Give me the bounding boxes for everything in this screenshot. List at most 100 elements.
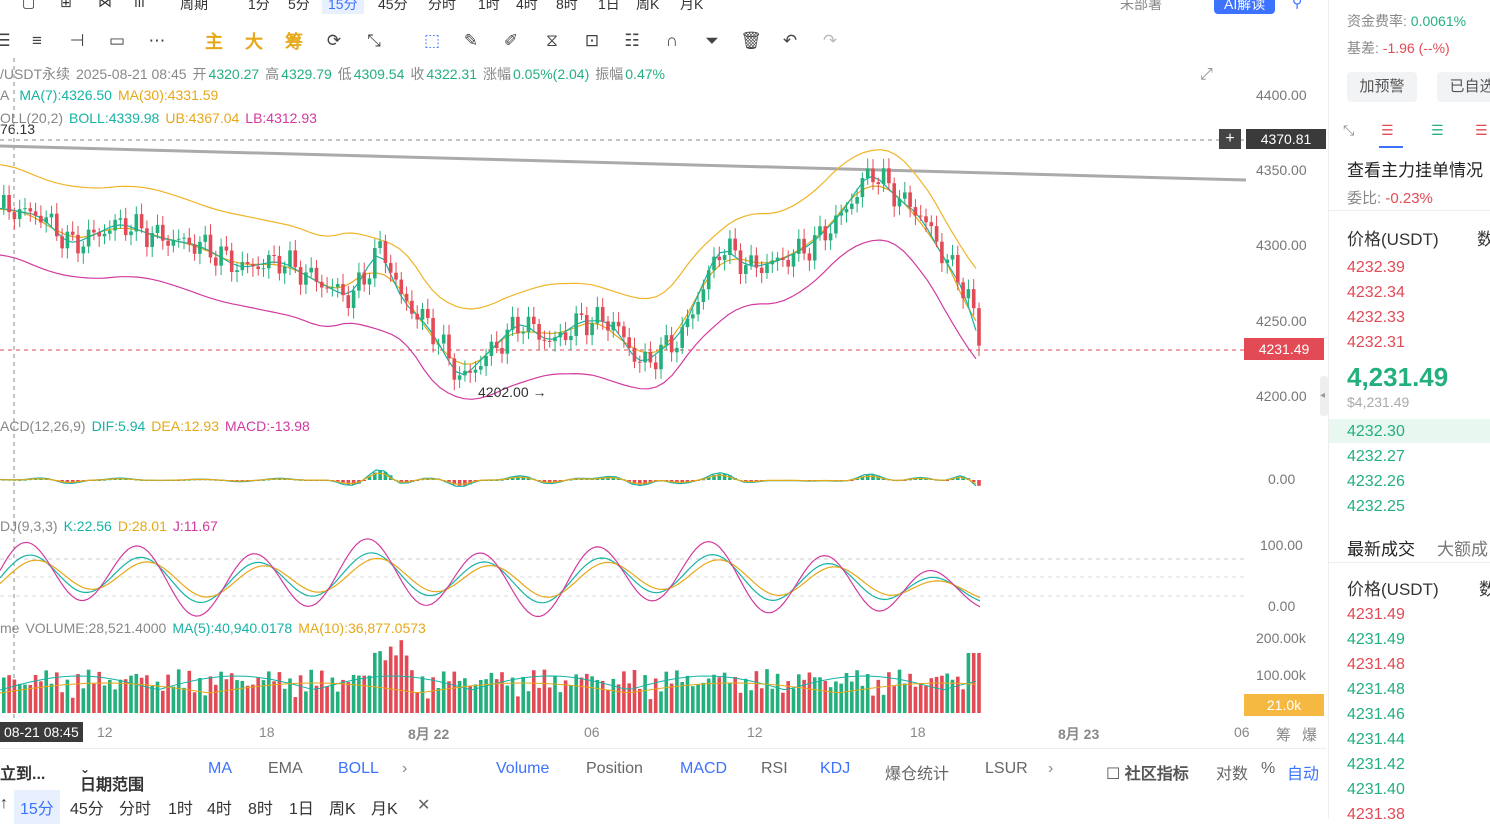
undo-icon[interactable]: ↶ xyxy=(782,31,798,50)
bars-icon[interactable]: ⋈ xyxy=(98,0,112,10)
period-1h[interactable]: 1时 xyxy=(478,0,500,12)
expand-icon[interactable]: ⤢ xyxy=(1200,66,1213,83)
period-15m[interactable]: 15分 xyxy=(322,0,364,14)
indicator-lsur[interactable]: LSUR xyxy=(985,760,1028,777)
tab-latest-trades[interactable]: 最新成交 xyxy=(1347,540,1415,559)
search-icon[interactable]: ⚲ xyxy=(1292,0,1303,10)
quick-period-1d[interactable]: 1日 xyxy=(289,801,314,818)
lock-icon[interactable]: ⊡ xyxy=(584,31,600,50)
period-5m[interactable]: 5分 xyxy=(288,0,310,12)
chip-toggle[interactable]: 筹 xyxy=(1276,727,1292,744)
period-1d[interactable]: 1日 xyxy=(598,0,620,12)
side-collapse-handle[interactable]: ◂ xyxy=(1320,376,1328,416)
candle-icon[interactable]: ılı xyxy=(134,0,145,10)
orderbook-both-icon[interactable]: ☰ xyxy=(1381,122,1394,138)
macd-bar xyxy=(542,480,547,483)
candle-body xyxy=(330,287,335,289)
candle-body xyxy=(97,232,101,237)
period-time[interactable]: 分时 xyxy=(428,0,456,12)
quick-period-week[interactable]: 周K xyxy=(329,801,356,818)
period-45m[interactable]: 45分 xyxy=(378,0,408,12)
grid-icon[interactable]: ⊞ xyxy=(60,0,72,10)
period-dropdown[interactable]: 周期 xyxy=(180,0,208,12)
main-force-button[interactable]: 主 xyxy=(205,32,223,52)
trash-icon[interactable]: 🗑 xyxy=(740,31,762,50)
bid-price[interactable]: 4232.30 xyxy=(1347,423,1405,440)
note-icon[interactable]: ☷ xyxy=(624,31,640,50)
indicator-position[interactable]: Position xyxy=(586,760,643,777)
volume-bar xyxy=(675,670,679,713)
bid-price[interactable]: 4232.26 xyxy=(1347,473,1405,490)
bid-price[interactable]: 4232.25 xyxy=(1347,498,1405,515)
period-4h[interactable]: 4时 xyxy=(516,0,538,12)
hline-icon[interactable]: ⊣ xyxy=(69,31,85,50)
hamburger-icon[interactable]: ☰ xyxy=(0,31,11,50)
crosshair-add-icon[interactable]: + xyxy=(1219,129,1241,149)
period-week[interactable]: 周K xyxy=(636,0,660,12)
orderbook-ask-icon[interactable]: ☰ xyxy=(1475,122,1488,138)
filter-icon[interactable]: ⏷ xyxy=(705,31,719,50)
date-range-dropdown[interactable]: 日期范围 ⌄ xyxy=(80,760,144,794)
quick-period-1h[interactable]: 1时 xyxy=(168,801,193,818)
ask-price[interactable]: 4232.34 xyxy=(1347,284,1405,301)
period-1m[interactable]: 1分 xyxy=(248,0,270,12)
goto-button[interactable]: 立到... xyxy=(0,766,46,783)
indicator-volume[interactable]: Volume xyxy=(496,760,550,777)
community-indicator-button[interactable]: ☐ 社区指标 xyxy=(1106,760,1189,784)
arrow-up-icon[interactable]: ↑ xyxy=(0,795,8,812)
log-toggle[interactable]: 对数 xyxy=(1216,766,1249,783)
menu-icon[interactable]: ▢ xyxy=(22,0,36,10)
candle-body xyxy=(585,315,589,336)
quick-period-month[interactable]: 月K xyxy=(371,801,398,818)
ask-price[interactable]: 4232.31 xyxy=(1347,334,1405,351)
burst-toggle[interactable]: 爆 xyxy=(1302,727,1318,744)
ask-price[interactable]: 4232.33 xyxy=(1347,309,1405,326)
indicator-boll[interactable]: BOLL xyxy=(338,760,379,777)
indicator-macd[interactable]: MACD xyxy=(680,760,728,777)
quick-period-4h[interactable]: 4时 xyxy=(207,801,232,818)
quick-period-45m[interactable]: 45分 xyxy=(70,801,104,818)
add-alert-button[interactable]: 加预警 xyxy=(1347,72,1417,102)
indicator-kdj[interactable]: KDJ xyxy=(820,760,851,777)
chevron-right-icon[interactable]: › xyxy=(1048,760,1054,777)
indicator-rsi[interactable]: RSI xyxy=(761,760,788,777)
indicator-liquidation[interactable]: 爆仓统计 xyxy=(885,766,950,783)
rect-icon[interactable]: ▭ xyxy=(108,31,126,50)
pen-icon[interactable]: ✐ xyxy=(503,31,519,50)
ai-button[interactable]: AI解读 xyxy=(1214,0,1276,14)
auto-toggle[interactable]: 自动 xyxy=(1287,766,1320,783)
ruler-icon[interactable]: ✎ xyxy=(463,31,479,50)
vol-y-label-200k: 200.00k xyxy=(1256,630,1306,646)
expand-tab-icon[interactable]: ⤡ xyxy=(1343,122,1355,138)
price-chart[interactable] xyxy=(0,58,1246,718)
deploy-label[interactable]: 未部署 xyxy=(1120,0,1162,12)
big-order-button[interactable]: 大 xyxy=(245,32,263,52)
magnet-icon[interactable]: ∩ xyxy=(665,31,679,50)
ask-price[interactable]: 4232.39 xyxy=(1347,259,1405,276)
sync-icon[interactable]: ⟳ xyxy=(326,31,342,50)
redo-icon[interactable]: ↷ xyxy=(822,31,838,50)
self-select-button[interactable]: 已自选 xyxy=(1437,72,1490,102)
period-8h[interactable]: 8时 xyxy=(556,0,578,12)
quick-period-8h[interactable]: 8时 xyxy=(248,801,273,818)
quick-period-15m[interactable]: 15分 xyxy=(14,790,60,824)
indicator-ema[interactable]: EMA xyxy=(268,760,303,777)
orderbook-title[interactable]: 查看主力挂单情况 xyxy=(1347,161,1483,180)
indicator-ma[interactable]: MA xyxy=(208,760,232,777)
more-icon[interactable]: ⋯ xyxy=(148,31,166,50)
macd-bar xyxy=(362,480,366,481)
chips-button[interactable]: 筹 xyxy=(285,32,303,52)
select-icon[interactable]: ⬚ xyxy=(423,31,441,50)
close-icon[interactable]: ✕ xyxy=(417,797,431,814)
list-icon[interactable]: ≡ xyxy=(32,31,42,50)
bid-price[interactable]: 4232.27 xyxy=(1347,448,1405,465)
period-month[interactable]: 月K xyxy=(680,0,704,12)
quick-period-time[interactable]: 分时 xyxy=(119,801,152,818)
orderbook-bid-icon[interactable]: ☰ xyxy=(1431,122,1444,138)
tab-big-trades[interactable]: 大额成 xyxy=(1437,540,1488,559)
percent-toggle[interactable]: % xyxy=(1261,760,1276,777)
chevron-right-icon[interactable]: › xyxy=(402,760,408,777)
candle-body xyxy=(574,313,578,336)
pattern-icon[interactable]: ⧖ xyxy=(546,31,558,50)
trend-icon[interactable]: ⤡ xyxy=(367,31,381,50)
